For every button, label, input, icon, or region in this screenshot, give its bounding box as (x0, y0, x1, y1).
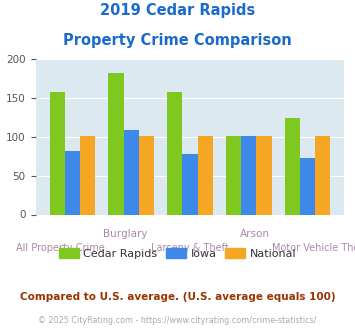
Text: © 2025 CityRating.com - https://www.cityrating.com/crime-statistics/: © 2025 CityRating.com - https://www.city… (38, 316, 317, 325)
Bar (182, 154, 197, 214)
Bar (226, 136, 241, 214)
Bar (300, 158, 315, 214)
Text: Motor Vehicle Theft: Motor Vehicle Theft (272, 243, 355, 252)
Bar (50, 92, 65, 214)
Text: Arson: Arson (240, 229, 269, 239)
Text: Property Crime Comparison: Property Crime Comparison (63, 33, 292, 48)
Legend: Cedar Rapids, Iowa, National: Cedar Rapids, Iowa, National (54, 244, 301, 263)
Bar (108, 73, 124, 214)
Text: Larceny & Theft: Larceny & Theft (151, 243, 229, 252)
Bar (80, 136, 95, 214)
Bar (139, 136, 154, 214)
Bar (241, 136, 256, 214)
Bar (167, 92, 182, 214)
Bar (256, 136, 272, 214)
Bar (65, 151, 80, 214)
Bar (124, 130, 139, 214)
Bar (315, 136, 330, 214)
Text: All Property Crime: All Property Crime (16, 243, 105, 252)
Text: 2019 Cedar Rapids: 2019 Cedar Rapids (100, 3, 255, 18)
Text: Burglary: Burglary (103, 229, 148, 239)
Bar (285, 117, 300, 214)
Bar (197, 136, 213, 214)
Text: Compared to U.S. average. (U.S. average equals 100): Compared to U.S. average. (U.S. average … (20, 292, 335, 302)
